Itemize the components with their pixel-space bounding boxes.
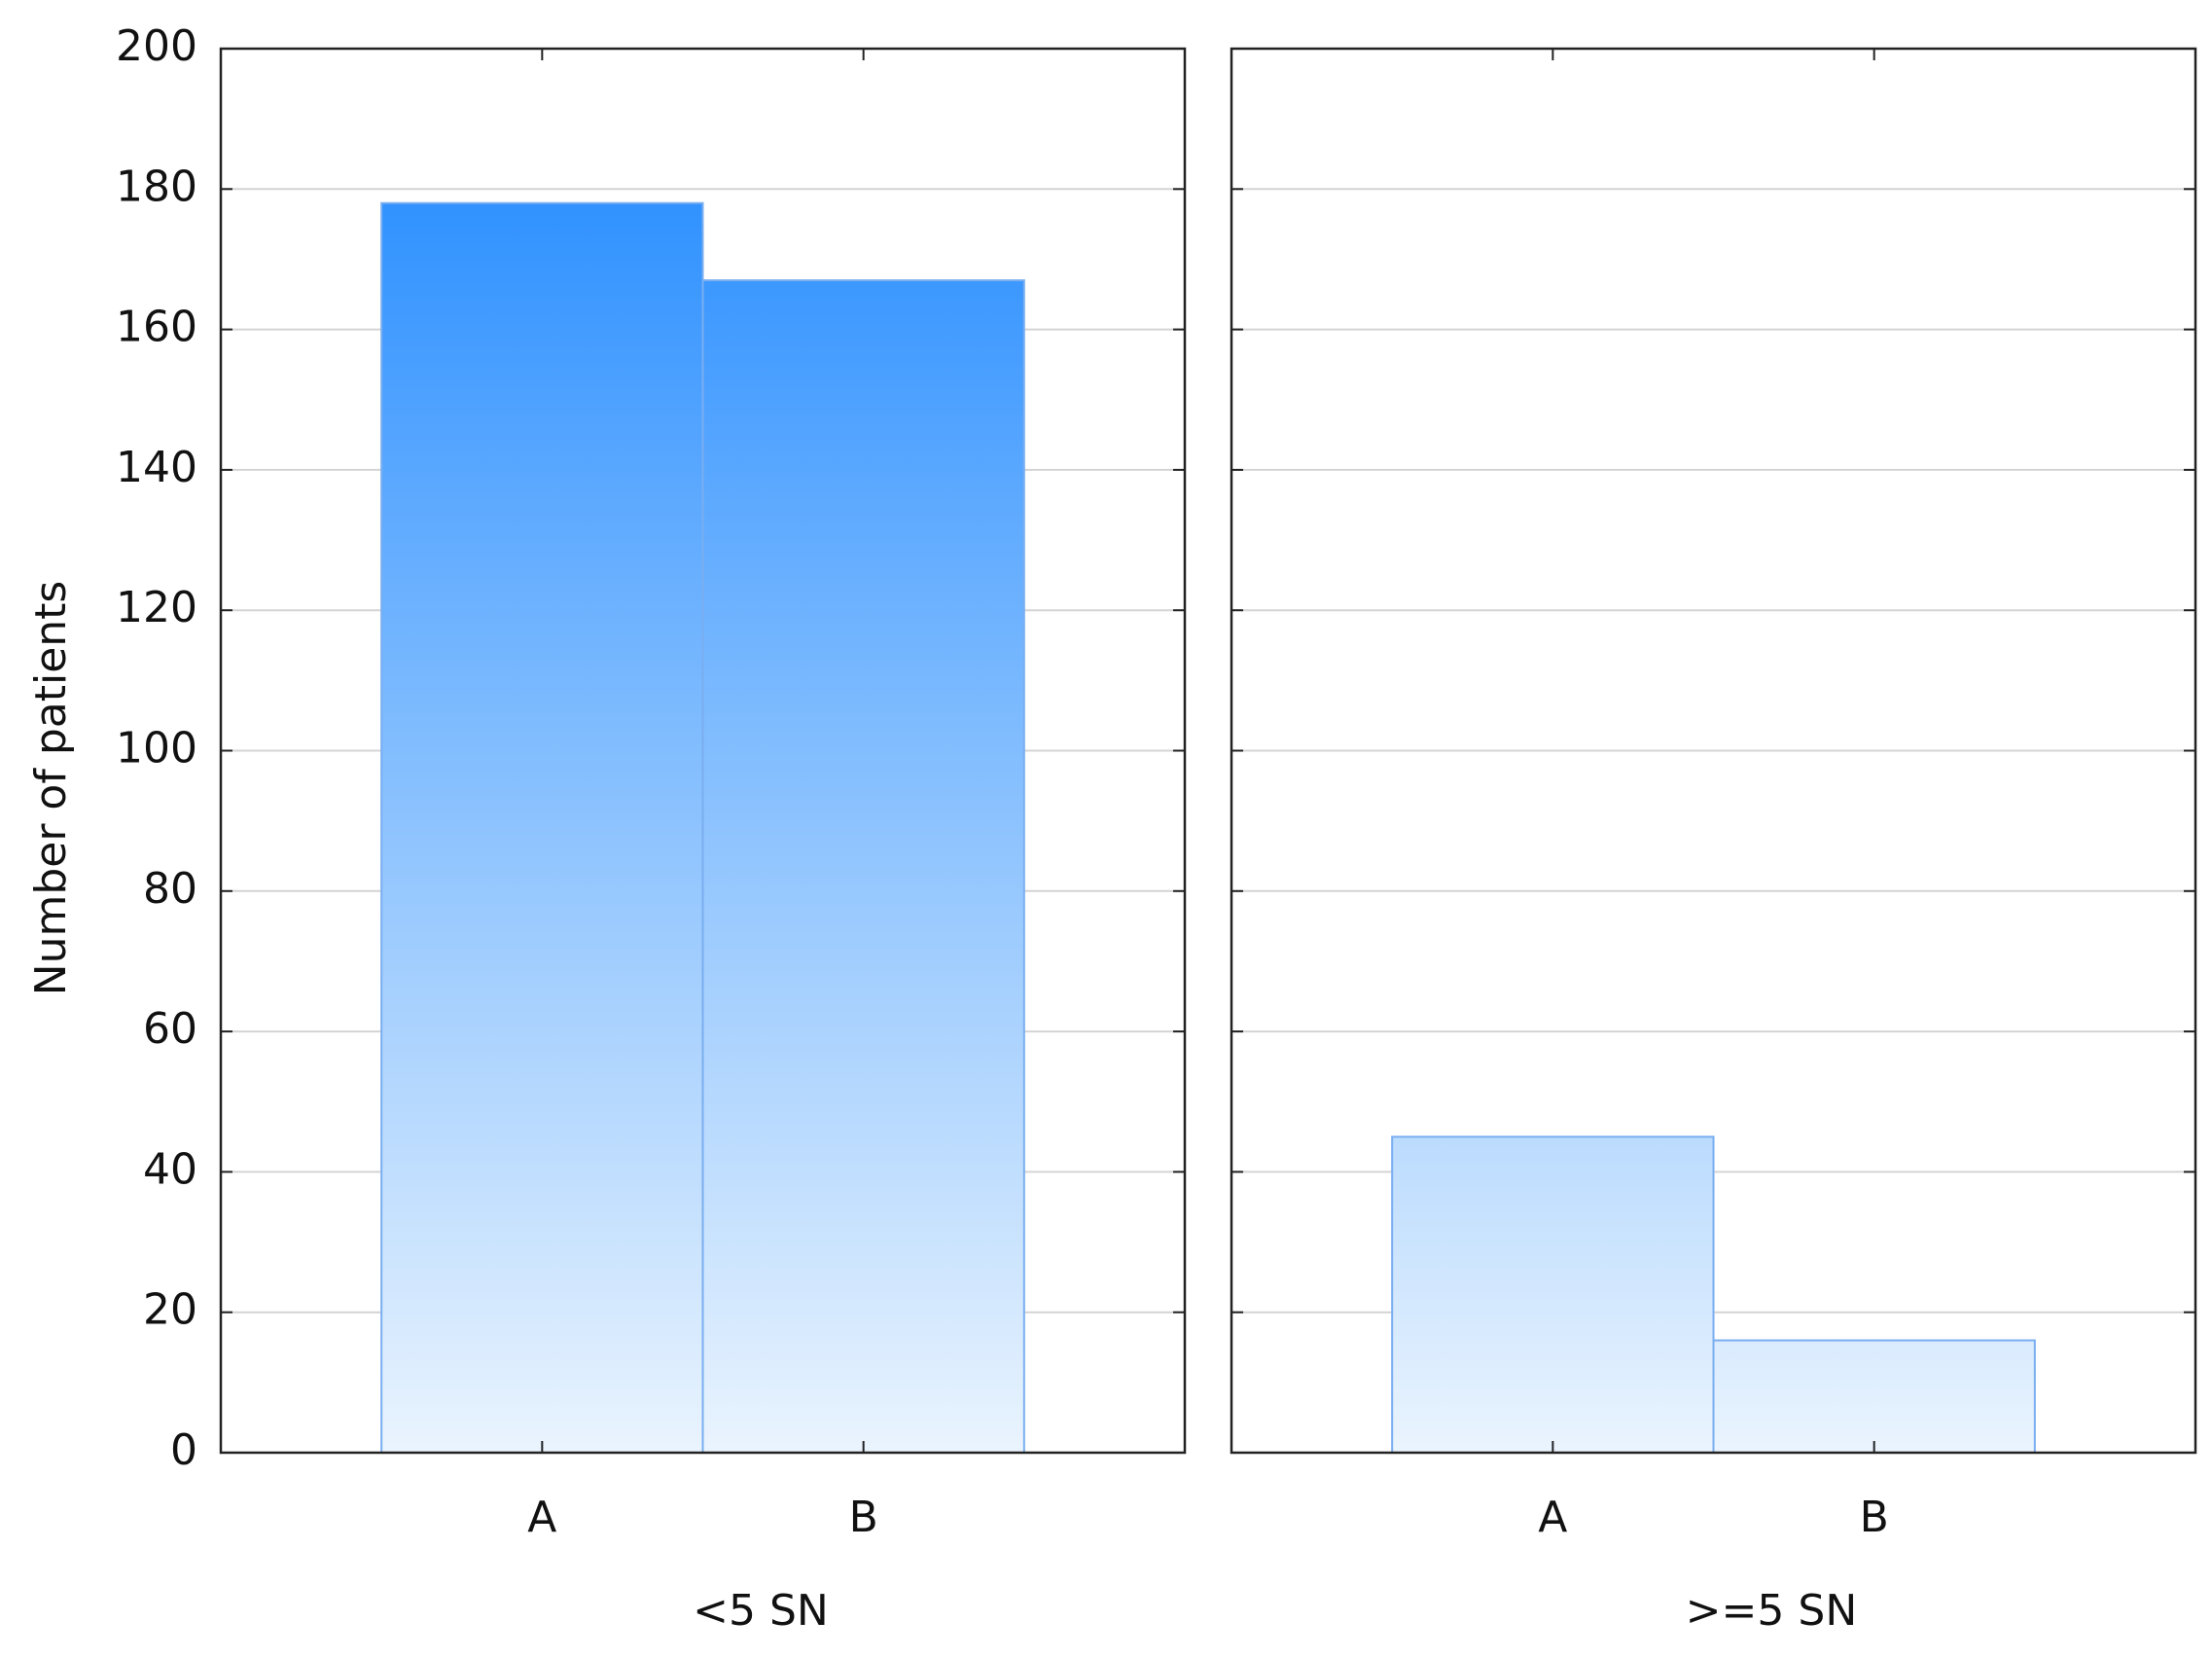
panel-title: >=5 SN <box>1686 1586 1858 1636</box>
x-tick-label: A <box>527 1493 556 1542</box>
y-tick-label: 140 <box>116 443 197 492</box>
y-tick-label: 60 <box>143 1004 197 1054</box>
y-tick-label: 120 <box>116 583 197 632</box>
plot-frame <box>219 47 1187 1455</box>
y-tick-label: 200 <box>116 21 197 71</box>
y-tick-label: 0 <box>170 1425 197 1475</box>
y-tick-label: 160 <box>116 303 197 352</box>
bar <box>1712 1339 2036 1455</box>
plot-frame <box>1230 47 2197 1455</box>
y-tick-label: 180 <box>116 162 197 211</box>
bar <box>380 201 704 1455</box>
y-tick-label: 80 <box>143 864 197 914</box>
y-tick-label: 20 <box>143 1285 197 1335</box>
y-tick-label: 40 <box>143 1144 197 1194</box>
x-tick-label: B <box>1860 1493 1889 1542</box>
x-tick-label: B <box>849 1493 878 1542</box>
panel-title: <5 SN <box>693 1586 829 1636</box>
y-axis-label: Number of patients <box>26 581 76 996</box>
y-tick-label: 100 <box>116 724 197 774</box>
x-tick-label: A <box>1538 1493 1567 1542</box>
bar <box>701 279 1025 1455</box>
bar <box>1391 1135 1715 1454</box>
